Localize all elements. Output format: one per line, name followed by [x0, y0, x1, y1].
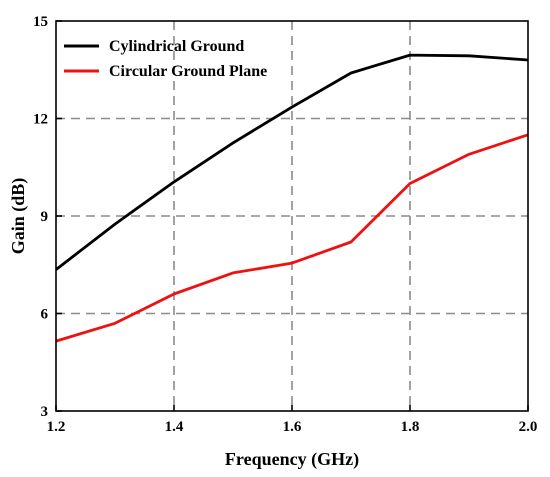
axis-ticks	[55, 20, 529, 412]
y-tick-label: 6	[41, 307, 49, 323]
x-tick-label: 1.2	[47, 419, 66, 435]
series-lines	[55, 53, 529, 343]
legend-label-circular-ground-plane: Circular Ground Plane	[109, 63, 267, 80]
x-tick-label: 2.0	[519, 419, 538, 435]
series-line-1	[55, 133, 529, 343]
legend-label-cylindrical-ground: Cylindrical Ground	[109, 38, 244, 55]
x-axis-title: Frequency (GHz)	[225, 449, 359, 470]
legend: Cylindrical Ground Circular Ground Plane	[64, 38, 267, 80]
y-tick-label: 15	[33, 14, 48, 30]
x-tick-label: 1.6	[283, 419, 302, 435]
x-tick-label: 1.8	[401, 419, 420, 435]
y-axis-title: Gain (dB)	[8, 178, 29, 255]
x-tick-label: 1.4	[165, 419, 184, 435]
y-tick-labels: 3 6 9 12 15	[33, 14, 49, 420]
y-tick-label: 12	[33, 112, 48, 128]
y-tick-label: 9	[41, 209, 49, 225]
y-tick-label: 3	[41, 404, 49, 420]
series-line-0	[55, 53, 529, 271]
x-tick-labels: 1.2 1.4 1.6 1.8 2.0	[47, 419, 538, 435]
